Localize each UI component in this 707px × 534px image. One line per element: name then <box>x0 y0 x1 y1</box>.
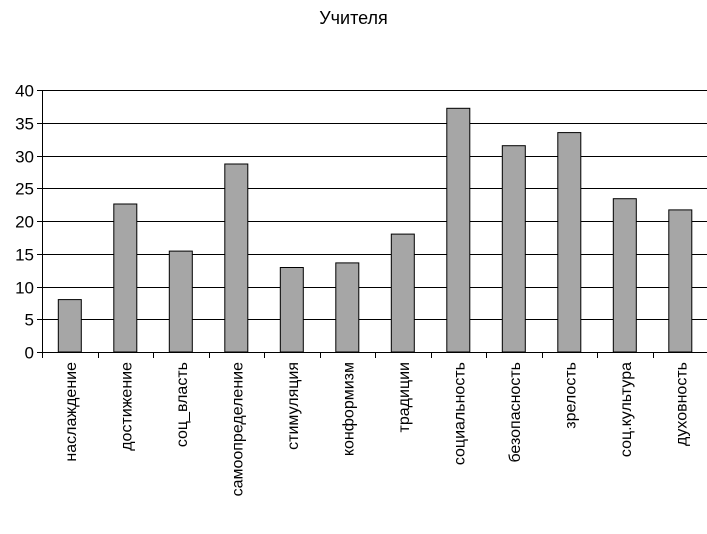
gridlines <box>42 90 707 320</box>
bar-достижение <box>113 203 138 353</box>
axes <box>37 90 707 358</box>
x-tick-label: традиции <box>396 362 413 432</box>
y-tick-label: 25 <box>15 180 34 199</box>
bar-безопасность <box>501 145 526 353</box>
bar-конформизм <box>335 262 360 353</box>
bar-духовность <box>668 209 693 353</box>
y-tick-label: 40 <box>15 82 34 101</box>
x-tick-labels: наслаждение достижение соц_власть самоопред… <box>63 362 691 497</box>
bar-наслаждение <box>57 299 82 353</box>
bar-самоопределение <box>224 163 249 353</box>
x-tick-label: стимуляция <box>285 362 302 450</box>
chart-title: Учителя <box>319 8 388 28</box>
bar-зрелость <box>557 132 582 353</box>
y-tick-label: 0 <box>25 344 34 363</box>
y-tick-label: 5 <box>25 311 34 330</box>
x-tick-label: зрелость <box>562 362 579 429</box>
y-tick-labels: 0 5 10 15 20 25 30 35 40 <box>15 82 34 363</box>
x-tick-label: самоопределение <box>229 362 246 497</box>
x-tick-label: наслаждение <box>63 362 80 462</box>
x-tick-label: соц.культура <box>618 362 635 457</box>
bar-традиции <box>390 233 415 353</box>
y-tick-label: 30 <box>15 148 34 167</box>
x-tick-label: безопасность <box>507 362 524 463</box>
bar-стимуляция <box>279 267 304 353</box>
y-tick-label: 20 <box>15 213 34 232</box>
y-tick-label: 15 <box>15 246 34 265</box>
x-tick-label: достижение <box>118 362 135 451</box>
x-tick-label: конформизм <box>340 362 357 456</box>
y-tick-label: 10 <box>15 279 34 298</box>
bar-соц_власть <box>168 250 193 353</box>
x-tick-label: соц_власть <box>174 362 191 447</box>
y-tick-label: 35 <box>15 115 34 134</box>
bars <box>57 107 693 353</box>
bar-социальность <box>446 107 471 353</box>
x-tick-label: социальность <box>451 362 468 465</box>
bar-соц.культура <box>612 198 637 353</box>
x-tick-label: духовность <box>673 362 690 446</box>
